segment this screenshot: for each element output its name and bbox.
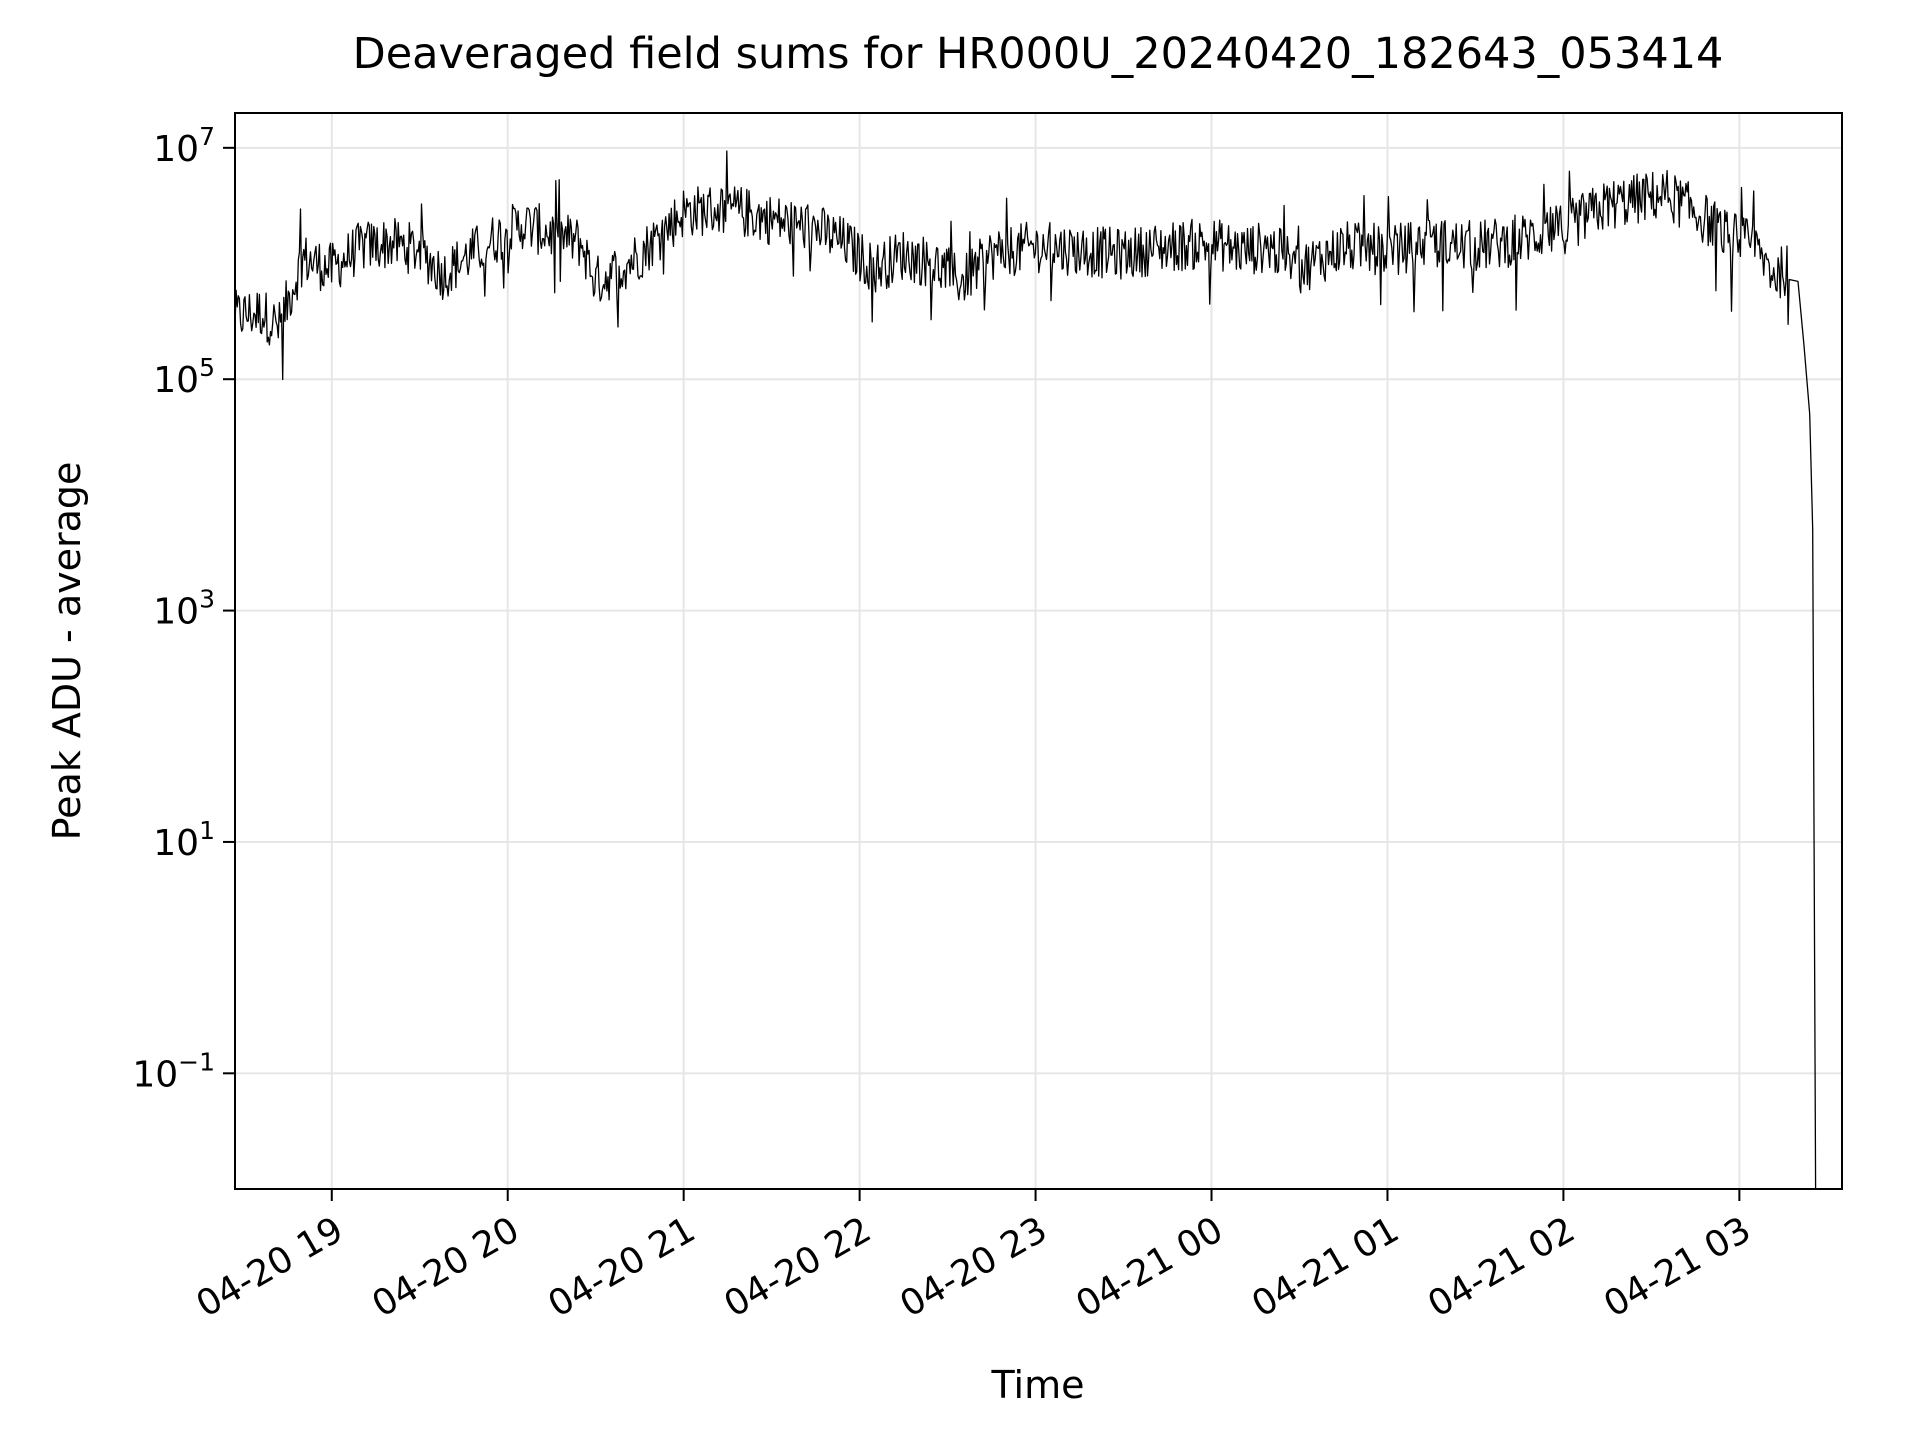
plot-frame [234,112,1843,1190]
y-tick-label: 103 [153,585,215,633]
series-line [234,150,1817,1190]
series-layer [234,150,1817,1190]
chart-title: Deaveraged field sums for HR000U_2024042… [353,29,1724,79]
y-axis-label: Peak ADU - average [45,462,89,841]
x-axis-label: Time [991,1363,1085,1407]
grid-lines [235,113,1842,1189]
